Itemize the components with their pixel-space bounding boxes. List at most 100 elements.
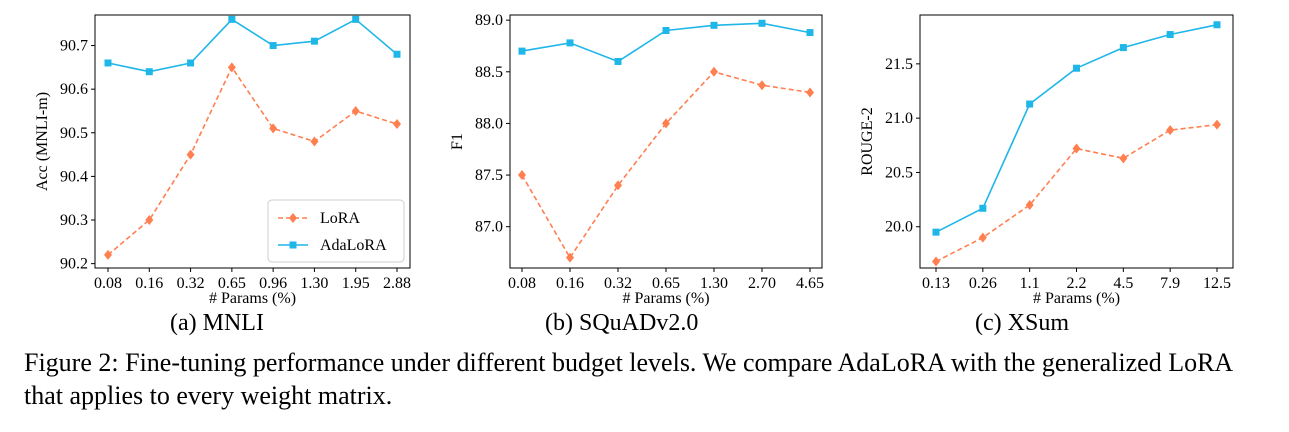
squad-y-tick-label: 88.5	[475, 64, 503, 81]
mnli-adalora-point	[187, 59, 195, 67]
mnli-x-tick-label: 2.88	[383, 275, 411, 292]
squad-x-tick-label: 4.65	[796, 275, 824, 292]
squad-adalora-point	[614, 57, 622, 65]
squad-adalora-point	[518, 47, 526, 55]
mnli-legend-box	[267, 199, 405, 263]
squad-y-tick-label: 87.5	[475, 167, 503, 184]
xsum-x-axis-title: # Params (%)	[1033, 290, 1120, 307]
mnli-y-axis-title: Acc (MNLI-m)	[34, 92, 51, 191]
mnli-x-tick-label: 0.16	[135, 275, 163, 292]
xsum-lora-point	[1119, 153, 1128, 164]
squad-lora-point	[614, 180, 622, 191]
squad-x-tick-label: 0.32	[604, 275, 632, 292]
xsum-y-axis-title: ROUGE-2	[859, 107, 876, 175]
squad-x-tick-label: 2.70	[748, 275, 776, 292]
xsum-lora-point	[978, 232, 987, 243]
xsum-adalora-point	[1166, 31, 1174, 39]
xsum-x-tick-label: 0.13	[922, 275, 950, 292]
squad-x-tick-label: 0.16	[556, 275, 584, 292]
mnli-adalora-point	[310, 37, 318, 45]
squad-adalora-point	[758, 19, 766, 27]
subcaption-mnli: (a) MNLI	[170, 310, 264, 336]
mnli-lora-point	[145, 215, 154, 226]
mnli-x-tick-label: 1.30	[300, 275, 328, 292]
xsum-y-tick-label: 20.0	[885, 219, 913, 236]
squad-axes-frame	[509, 14, 823, 269]
xsum-lora-point	[1072, 143, 1081, 154]
mnli-x-tick-label: 0.08	[94, 275, 122, 292]
squad-lora-point	[710, 66, 718, 77]
xsum-y-tick-label: 21.5	[885, 56, 913, 73]
xsum-lora-point	[1166, 125, 1175, 136]
mnli-lora-point	[227, 62, 236, 73]
figure-caption: Figure 2: Fine-tuning performance under …	[24, 348, 1232, 410]
mnli-y-tick-label: 90.7	[60, 38, 88, 55]
mnli-legend-adalora-label: AdaLoRA	[320, 237, 387, 254]
squad-y-axis-title: F1	[449, 133, 466, 150]
xsum-adalora-point	[1073, 64, 1080, 72]
figure-charts: 0.08 0.16 0.32 0.65 0.96 1.30 1.95 2.88 90.2 90.3…	[34, 12, 1234, 307]
xsum-lora-point	[1025, 200, 1034, 211]
mnli-lora-point	[393, 119, 401, 130]
mnli-lora-point	[269, 123, 278, 134]
mnli-lora-point	[104, 249, 112, 260]
xsum-y-tick-label: 21.0	[885, 110, 913, 127]
squad-adalora-point	[710, 21, 718, 29]
mnli-legend-lora-label: LoRA	[320, 210, 360, 227]
mnli-x-tick-label: 0.65	[218, 275, 246, 292]
xsum-x-tick-label: 0.26	[969, 275, 997, 292]
xsum-x-tick-label: 1.1	[1020, 275, 1040, 292]
xsum-x-tick-label: 7.9	[1160, 275, 1180, 292]
mnli-lora-point	[310, 136, 319, 147]
xsum-x-tick-label: 2.2	[1067, 275, 1087, 292]
squad-lora-point	[518, 170, 526, 181]
squad-lora-point	[758, 80, 766, 91]
mnli-y-tick-label: 90.6	[60, 81, 88, 98]
squad-lora-point	[806, 87, 814, 98]
mnli-adalora-point	[104, 59, 112, 67]
squad-adalora-point	[566, 39, 574, 47]
squad-lora-line	[521, 70, 811, 260]
squad-adalora-point	[662, 26, 670, 34]
squad-y-tick-label: 89.0	[475, 12, 503, 29]
mnli-y-tick-label: 90.5	[60, 125, 88, 142]
xsum-adalora-point	[1119, 44, 1127, 52]
squad-lora-point	[662, 118, 670, 129]
mnli-legend-lora-marker	[289, 213, 297, 223]
mnli-y-tick-label: 90.4	[60, 168, 88, 185]
xsum-lora-point	[1213, 119, 1221, 130]
mnli-adalora-point	[228, 15, 236, 23]
mnli-adalora-point	[393, 50, 401, 58]
squad-x-tick-label: 0.08	[508, 275, 536, 292]
xsum-axes-frame	[919, 14, 1234, 269]
mnli-x-tick-label: 0.96	[259, 275, 287, 292]
mnli-adalora-point	[352, 15, 360, 23]
xsum-adalora-point	[932, 228, 940, 236]
mnli-lora-line	[107, 65, 398, 256]
squad-y-tick-label: 88.0	[475, 115, 503, 132]
xsum-adalora-point	[1026, 100, 1034, 108]
xsum-lora-point	[932, 256, 940, 267]
mnli-adalora-line	[107, 18, 398, 73]
mnli-axes-frame	[94, 14, 411, 269]
squad-x-tick-label: 1.30	[700, 275, 728, 292]
mnli-x-tick-label: 0.32	[177, 275, 205, 292]
xsum-adalora-line	[935, 24, 1218, 233]
mnli-x-axis-title: # Params (%)	[209, 290, 296, 307]
subcaption-squad: (b) SQuADv2.0	[545, 310, 699, 336]
mnli-x-tick-label: 1.95	[342, 275, 370, 292]
squad-adalora-point	[806, 29, 814, 37]
xsum-y-tick-label: 20.5	[885, 164, 913, 181]
mnli-y-tick-label: 90.3	[60, 212, 88, 229]
squad-y-tick-label: 87.0	[475, 219, 503, 236]
xsum-x-tick-label: 4.5	[1113, 275, 1133, 292]
mnli-y-tick-label: 90.2	[60, 256, 88, 273]
xsum-adalora-point	[1213, 21, 1221, 29]
mnli-adalora-point	[145, 68, 153, 76]
mnli-adalora-point	[269, 42, 277, 50]
xsum-adalora-point	[979, 204, 987, 212]
mnli-lora-point	[351, 105, 360, 116]
squad-x-axis-title: # Params (%)	[622, 290, 709, 307]
mnli-legend-adalora-marker	[289, 241, 297, 249]
squad-x-tick-label: 0.65	[652, 275, 680, 292]
